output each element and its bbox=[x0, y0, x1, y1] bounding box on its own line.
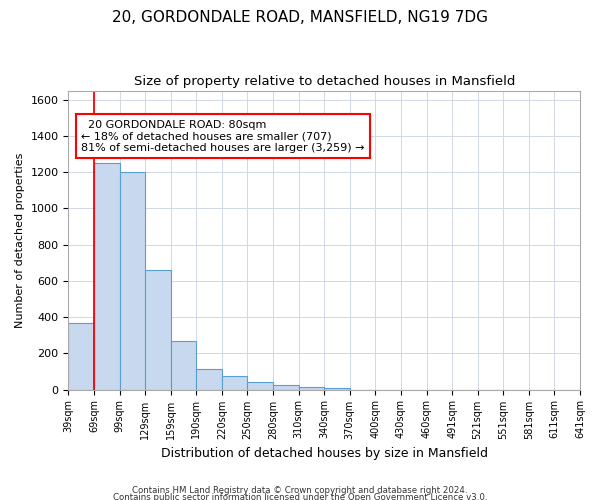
Bar bbox=[171, 340, 196, 390]
Bar bbox=[196, 368, 222, 390]
Bar bbox=[145, 270, 171, 390]
Text: Contains HM Land Registry data © Crown copyright and database right 2024.: Contains HM Land Registry data © Crown c… bbox=[132, 486, 468, 495]
Bar bbox=[324, 388, 350, 390]
X-axis label: Distribution of detached houses by size in Mansfield: Distribution of detached houses by size … bbox=[161, 447, 488, 460]
Bar bbox=[68, 322, 94, 390]
Text: 20 GORDONDALE ROAD: 80sqm
← 18% of detached houses are smaller (707)
81% of semi: 20 GORDONDALE ROAD: 80sqm ← 18% of detac… bbox=[81, 120, 365, 153]
Text: Contains public sector information licensed under the Open Government Licence v3: Contains public sector information licen… bbox=[113, 494, 487, 500]
Bar bbox=[222, 376, 247, 390]
Title: Size of property relative to detached houses in Mansfield: Size of property relative to detached ho… bbox=[134, 75, 515, 88]
Text: 20, GORDONDALE ROAD, MANSFIELD, NG19 7DG: 20, GORDONDALE ROAD, MANSFIELD, NG19 7DG bbox=[112, 10, 488, 25]
Y-axis label: Number of detached properties: Number of detached properties bbox=[15, 152, 25, 328]
Bar bbox=[273, 385, 299, 390]
Bar bbox=[247, 382, 273, 390]
Bar bbox=[94, 163, 119, 390]
Bar bbox=[119, 172, 145, 390]
Bar bbox=[299, 387, 324, 390]
